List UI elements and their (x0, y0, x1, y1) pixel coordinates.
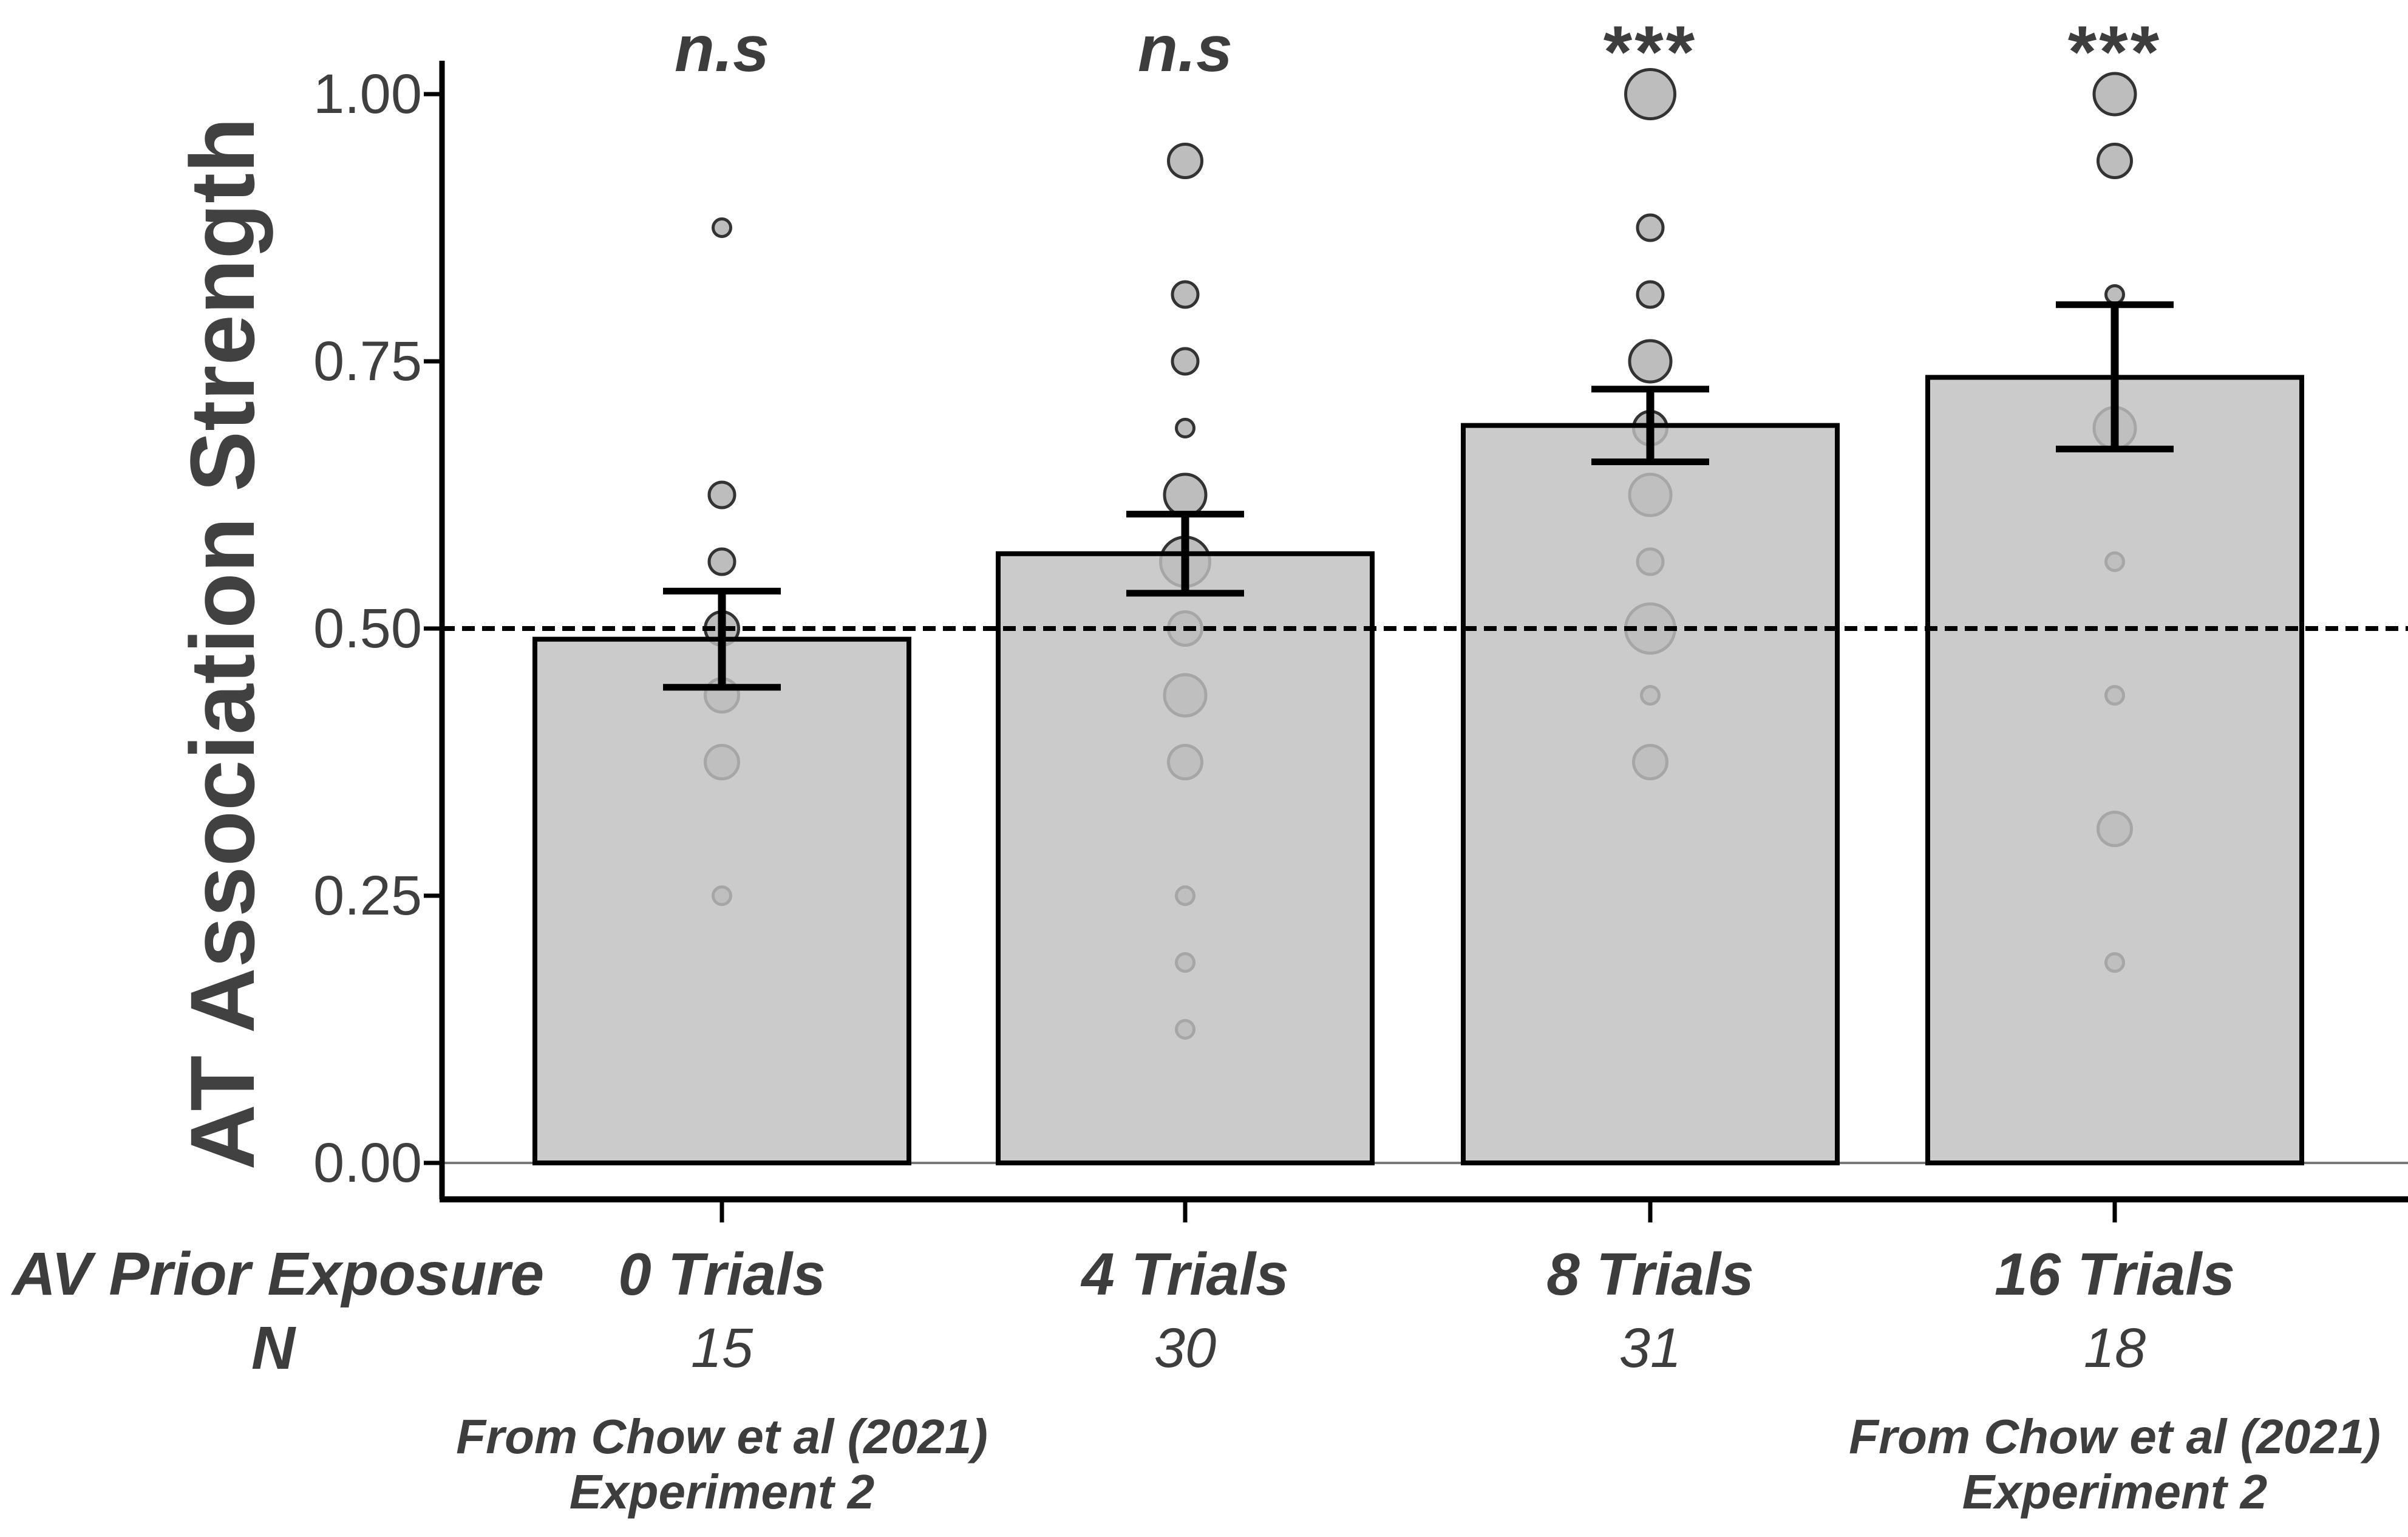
data-point-group1-3 (1175, 418, 1195, 438)
category-label-0-trials: 0 Trials (618, 1241, 826, 1307)
data-point-group0-0 (712, 217, 732, 238)
n-value-0-trials: 15 (690, 1317, 753, 1379)
significance-label-0-trials: n.s (674, 12, 770, 85)
source-caption-right-line1: From Chow et al (2021) (1849, 1409, 2381, 1464)
n-row-title: N (251, 1314, 296, 1382)
data-point-group2-1 (1636, 213, 1665, 242)
data-point-group2-0 (1624, 68, 1676, 120)
y-tick-label-0.75: 0.75 (313, 330, 422, 392)
data-point-group1-4 (1163, 472, 1208, 517)
data-point-group0-1 (707, 480, 736, 509)
bar-1 (996, 551, 1375, 1165)
y-tick-label-0.25: 0.25 (313, 865, 422, 927)
bar-2 (1461, 423, 1840, 1165)
data-point-group0-2 (707, 547, 736, 576)
significance-label-4-trials: n.s (1137, 12, 1233, 85)
category-label-8-trials: 8 Trials (1546, 1241, 1754, 1307)
x-axis-row-title: AV Prior Exposure (12, 1240, 545, 1308)
data-point-group3-2 (2104, 284, 2125, 305)
source-caption-left-line1: From Chow et al (2021) (456, 1409, 988, 1464)
y-tick-label-0.50: 0.50 (313, 598, 422, 659)
category-label-16-trials: 16 Trials (1995, 1241, 2235, 1307)
significance-label-8-trials: *** (1603, 10, 1698, 93)
data-point-group2-3 (1628, 339, 1673, 384)
data-point-group3-0 (2092, 72, 2137, 117)
y-tick-label-1.00: 1.00 (313, 63, 422, 125)
n-value-16-trials: 18 (2083, 1317, 2146, 1379)
significance-label-16-trials: *** (2067, 10, 2162, 93)
category-label-4-trials: 4 Trials (1081, 1241, 1289, 1307)
bar-3 (1925, 375, 2304, 1165)
n-value-4-trials: 30 (1154, 1317, 1217, 1379)
source-caption-right-line2: Experiment 2 (1962, 1465, 2268, 1519)
y-tick-label-0.00: 0.00 (313, 1132, 422, 1194)
data-point-group1-1 (1171, 280, 1200, 309)
source-caption-left-line2: Experiment 2 (569, 1465, 875, 1519)
data-point-group3-1 (2097, 143, 2133, 179)
data-point-group1-0 (1167, 143, 1203, 179)
bar-0 (532, 636, 911, 1165)
y-axis-title: AT Association Strength (171, 117, 273, 1170)
n-value-8-trials: 31 (1619, 1317, 1682, 1379)
data-point-group1-2 (1171, 347, 1200, 376)
data-point-group2-2 (1636, 280, 1665, 309)
